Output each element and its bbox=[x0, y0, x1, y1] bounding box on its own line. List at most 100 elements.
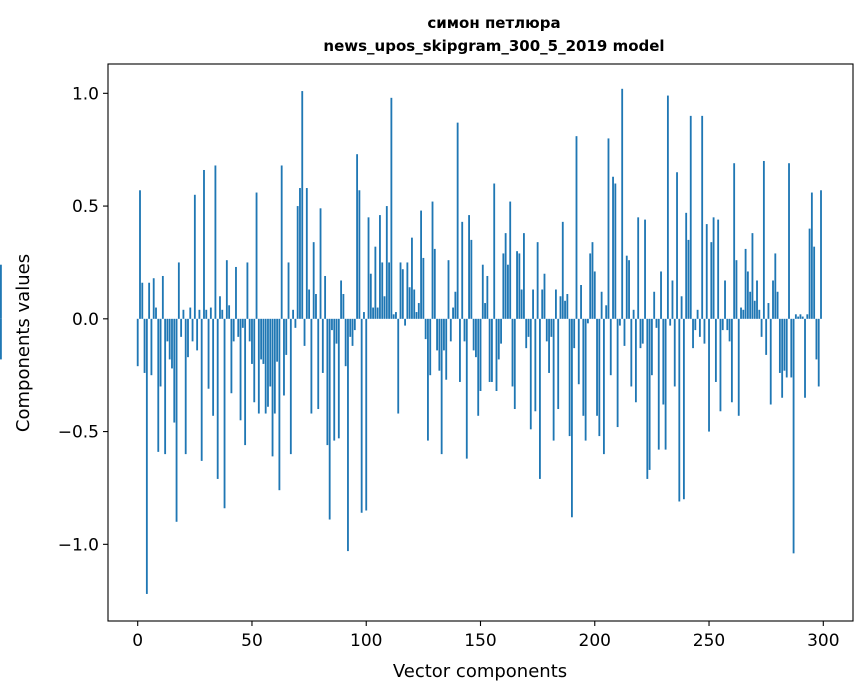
bar bbox=[344, 318, 347, 367]
bar bbox=[721, 318, 724, 331]
bar bbox=[358, 190, 361, 319]
bar bbox=[456, 122, 459, 319]
bar bbox=[230, 318, 233, 394]
bar bbox=[152, 278, 155, 319]
bar bbox=[385, 206, 388, 319]
bar bbox=[566, 294, 569, 319]
bar bbox=[703, 318, 706, 344]
bar bbox=[676, 172, 678, 319]
bar bbox=[454, 291, 457, 319]
bar bbox=[559, 296, 562, 319]
bar bbox=[666, 95, 669, 319]
bar bbox=[429, 318, 432, 376]
bar bbox=[360, 318, 363, 513]
bar bbox=[173, 318, 176, 423]
bar bbox=[271, 318, 274, 457]
bar bbox=[660, 271, 662, 319]
bar bbox=[278, 318, 281, 491]
bar bbox=[564, 300, 566, 319]
bar bbox=[662, 318, 665, 405]
bar bbox=[536, 242, 539, 319]
bar bbox=[203, 169, 205, 319]
bar bbox=[141, 282, 144, 319]
bar bbox=[765, 318, 768, 355]
bar bbox=[221, 309, 224, 319]
bar bbox=[317, 318, 320, 410]
bar bbox=[607, 138, 610, 319]
bar bbox=[475, 318, 477, 358]
y-tick-label: −0.5 bbox=[58, 423, 99, 443]
bar bbox=[248, 318, 251, 342]
bar bbox=[292, 309, 295, 319]
bar bbox=[420, 210, 422, 319]
bar bbox=[600, 291, 603, 319]
bar bbox=[145, 318, 148, 594]
bar bbox=[797, 316, 800, 319]
bar bbox=[628, 260, 630, 319]
bar bbox=[228, 305, 231, 319]
bar bbox=[283, 318, 285, 396]
bar bbox=[168, 318, 171, 360]
bar bbox=[214, 165, 217, 319]
bar bbox=[136, 318, 139, 367]
bar bbox=[488, 318, 491, 382]
bar bbox=[189, 307, 192, 319]
bar bbox=[392, 314, 395, 319]
bar bbox=[376, 307, 379, 319]
bar bbox=[502, 253, 505, 319]
bar bbox=[289, 318, 292, 455]
bar bbox=[337, 318, 340, 439]
bar bbox=[294, 318, 297, 328]
bar bbox=[184, 318, 187, 455]
bar bbox=[159, 318, 162, 387]
bar bbox=[301, 91, 304, 319]
bar bbox=[618, 318, 621, 326]
bar bbox=[623, 318, 626, 346]
bar bbox=[180, 318, 183, 337]
bar bbox=[646, 318, 649, 479]
bar bbox=[177, 262, 180, 319]
bar bbox=[680, 296, 683, 319]
x-axis-ticks: 0 50 100 150 200 250 300 bbox=[132, 621, 840, 651]
bar bbox=[648, 318, 651, 470]
bar bbox=[449, 318, 452, 342]
bar bbox=[726, 318, 729, 331]
bar bbox=[408, 287, 411, 319]
bar bbox=[262, 318, 265, 364]
bar bbox=[710, 242, 713, 319]
bar bbox=[584, 318, 587, 441]
bar bbox=[321, 318, 324, 373]
bar bbox=[427, 318, 429, 441]
bar bbox=[205, 309, 208, 319]
bar bbox=[696, 309, 699, 319]
bar bbox=[367, 217, 370, 319]
bar bbox=[678, 318, 681, 502]
bar bbox=[518, 253, 521, 319]
bar bbox=[712, 217, 715, 319]
bar bbox=[687, 239, 690, 319]
bar bbox=[614, 183, 617, 319]
bar bbox=[342, 294, 345, 319]
bar bbox=[609, 318, 612, 376]
bars-group bbox=[0, 88, 822, 594]
bar bbox=[516, 251, 518, 319]
plot-frame bbox=[107, 63, 854, 622]
bar bbox=[415, 312, 418, 319]
bar bbox=[760, 318, 763, 337]
bar bbox=[276, 318, 279, 362]
bar bbox=[557, 318, 560, 410]
bar bbox=[742, 309, 745, 319]
bar bbox=[381, 262, 384, 319]
bar bbox=[664, 318, 667, 450]
bar bbox=[305, 188, 308, 319]
bar bbox=[312, 242, 315, 319]
bar bbox=[470, 239, 473, 319]
bar bbox=[267, 318, 269, 407]
bar bbox=[650, 318, 653, 376]
bar bbox=[740, 307, 742, 319]
bar bbox=[175, 318, 178, 522]
bar bbox=[333, 318, 336, 441]
bar bbox=[573, 318, 576, 349]
bar bbox=[273, 318, 276, 414]
